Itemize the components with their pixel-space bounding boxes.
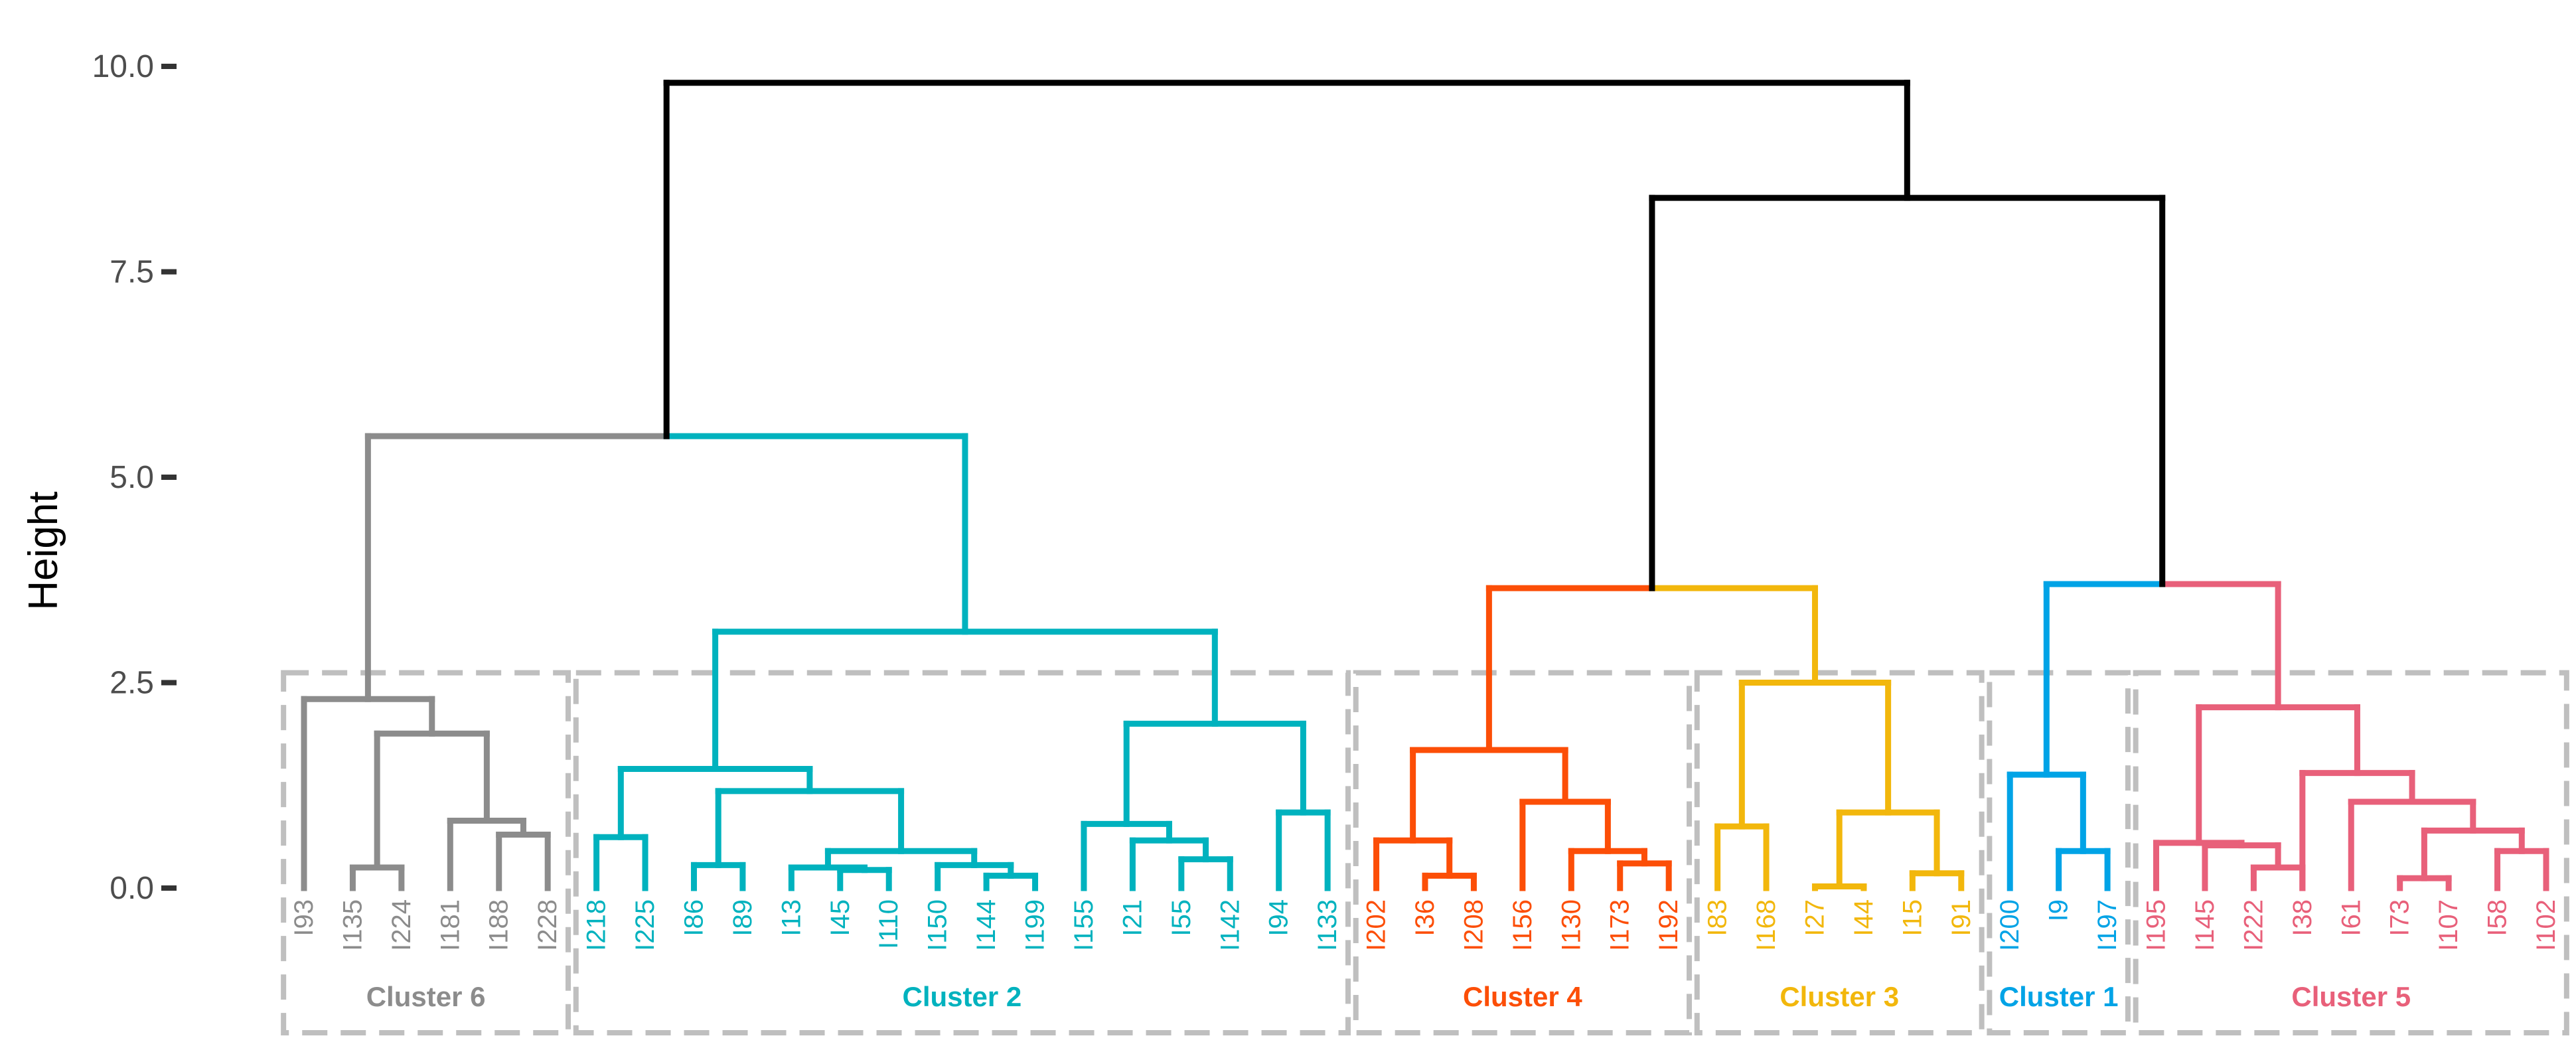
leaf-label: I181 (435, 899, 465, 951)
leaf-label: I130 (1556, 899, 1586, 951)
leaf-label: I102 (2532, 899, 2561, 951)
cluster-label: Cluster 5 (2291, 981, 2411, 1012)
y-tick-label: 7.5 (110, 255, 154, 290)
leaf-label: I195 (2142, 899, 2171, 951)
leaf-label: I83 (1703, 899, 1732, 937)
y-tick-label: 0.0 (110, 871, 154, 906)
leaf-label: I38 (2288, 899, 2317, 937)
cluster-box (1694, 670, 1985, 1035)
leaf-label: I73 (2386, 899, 2415, 937)
cluster-box (2133, 670, 2569, 1035)
cluster-label: Cluster 4 (1463, 981, 1582, 1012)
leaf-label: I197 (2093, 899, 2122, 951)
leaf-label: I86 (679, 899, 708, 937)
leaf-label: I91 (1947, 899, 1976, 937)
leaf-label: I218 (582, 899, 611, 951)
leaf-label: I168 (1752, 899, 1781, 951)
leaf-label: I135 (338, 899, 367, 951)
leaf-label: I61 (2336, 899, 2366, 937)
leaf-label: I145 (2190, 899, 2220, 951)
leaf-label: I144 (972, 899, 1001, 951)
cluster-box (281, 670, 571, 1035)
cluster-label: Cluster 1 (1999, 981, 2119, 1012)
leaf-label: I222 (2239, 899, 2268, 951)
leaf-label: I133 (1313, 899, 1342, 951)
leaf-labels: I93 I135 I224 I181 I188 I228 I218 I225 I86 I89 I13… (289, 899, 2561, 951)
leaf-label: I13 (777, 899, 806, 937)
leaf-label: I55 (1167, 899, 1196, 937)
cluster-boxes (281, 670, 2569, 1035)
leaf-label: I224 (387, 899, 416, 951)
y-tick-label: 5.0 (110, 460, 154, 495)
leaf-label: I44 (1849, 899, 1878, 937)
cluster-labels: Cluster 6 Cluster 2 Cluster 4 Cluster 3 Clus… (366, 981, 2411, 1012)
y-tick-label: 2.5 (110, 666, 154, 701)
leaf-label: I192 (1654, 899, 1683, 951)
cluster-box (1987, 670, 2131, 1035)
cluster-box (1353, 670, 1693, 1035)
leaf-label: I228 (533, 899, 562, 951)
leaf-label: I89 (728, 899, 757, 937)
y-axis: 0.0 2.5 5.0 7.5 10.0 (92, 49, 177, 906)
leaf-label: I9 (2044, 899, 2074, 921)
leaf-label: I156 (1508, 899, 1537, 951)
leaf-label: I58 (2483, 899, 2512, 937)
leaf-label: I27 (1800, 899, 1829, 937)
leaf-label: I107 (2434, 899, 2463, 951)
leaf-label: I21 (1118, 899, 1147, 937)
leaf-label: I93 (289, 899, 319, 937)
leaf-label: I225 (631, 899, 660, 951)
leaf-label: I15 (1898, 899, 1927, 937)
leaf-label: I142 (1215, 899, 1245, 951)
leaf-label: I36 (1410, 899, 1440, 937)
leaf-label: I188 (485, 899, 514, 951)
cluster-label: Cluster 6 (366, 981, 486, 1012)
cluster-label: Cluster 2 (903, 981, 1022, 1012)
dendrogram-branches (301, 80, 2549, 891)
leaf-label: I200 (1995, 899, 2024, 951)
leaf-label: I202 (1362, 899, 1391, 951)
y-tick-label: 10.0 (92, 49, 154, 84)
leaf-label: I155 (1069, 899, 1099, 951)
leaf-label: I150 (923, 899, 952, 951)
leaf-label: I110 (874, 899, 903, 949)
cluster-label: Cluster 3 (1780, 981, 1899, 1012)
leaf-label: I199 (1021, 899, 1050, 951)
leaf-label: I45 (826, 899, 855, 937)
y-axis-title: Height (21, 491, 66, 610)
leaf-label: I173 (1606, 899, 1635, 951)
leaf-label: I208 (1459, 899, 1488, 951)
leaf-label: I94 (1264, 899, 1294, 937)
cluster-box (573, 670, 1351, 1035)
